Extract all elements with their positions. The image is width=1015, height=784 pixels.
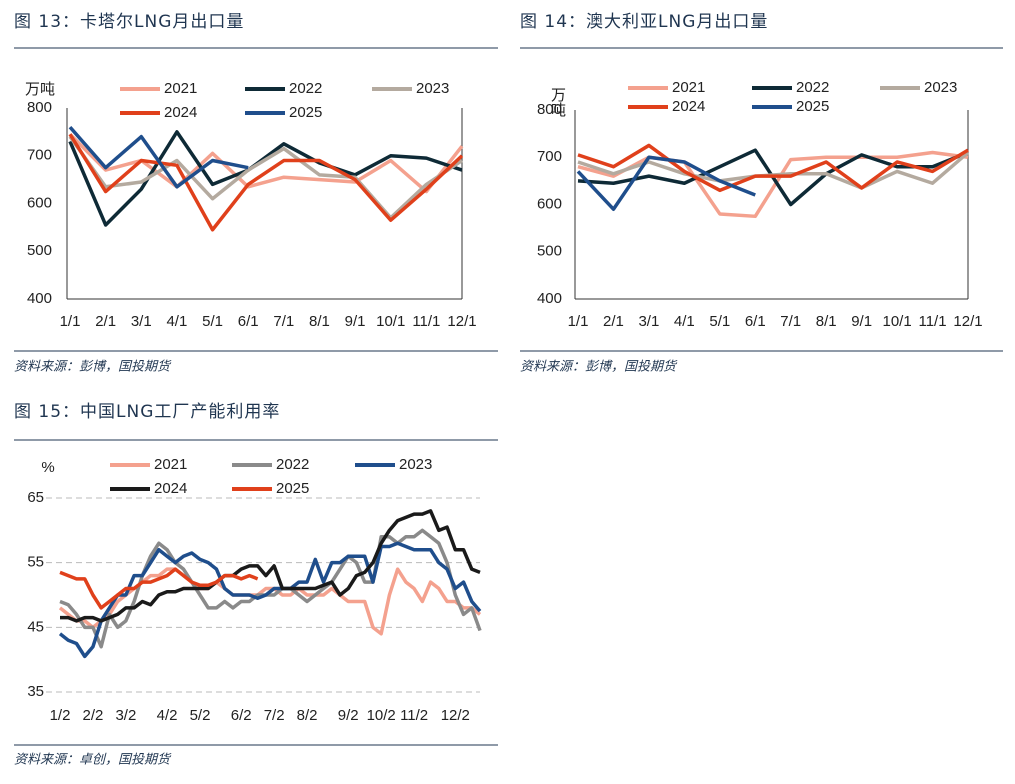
x-tick-label: 8/1 bbox=[816, 313, 837, 330]
series-line bbox=[577, 150, 969, 219]
x-tick-label: 7/1 bbox=[273, 313, 294, 330]
legend-label: 2021 bbox=[164, 80, 197, 97]
y-tick-label: 800 bbox=[27, 99, 52, 116]
legend-label: 2021 bbox=[672, 79, 705, 96]
x-tick-label: 8/2 bbox=[297, 707, 318, 724]
x-tick-label: 7/1 bbox=[780, 313, 801, 330]
series-line bbox=[59, 528, 482, 649]
series-line bbox=[58, 567, 482, 636]
x-tick-label: 4/1 bbox=[674, 313, 695, 330]
x-tick-label: 9/1 bbox=[345, 313, 366, 330]
series-line bbox=[60, 509, 481, 623]
y-axis-label: 万吨 bbox=[25, 81, 55, 98]
x-tick-label: 2/1 bbox=[603, 313, 624, 330]
y-tick-label: 65 bbox=[27, 489, 44, 506]
x-tick-label: 5/2 bbox=[190, 707, 211, 724]
x-tick-label: 6/2 bbox=[231, 707, 252, 724]
x-tick-label: 2/2 bbox=[83, 707, 104, 724]
series-line bbox=[68, 135, 463, 220]
legend-label: 2022 bbox=[796, 79, 829, 96]
source: 资料来源：卓创，国投期货 bbox=[14, 753, 172, 768]
series-line bbox=[59, 567, 259, 610]
x-tick-label: 7/2 bbox=[264, 707, 285, 724]
y-axis-label: 万吨 bbox=[549, 87, 566, 117]
chart-title: 图 15：中国LNG工厂产能利用率 bbox=[14, 402, 280, 422]
series-line bbox=[58, 541, 482, 659]
y-tick-label: 400 bbox=[537, 290, 562, 307]
series-line bbox=[68, 130, 463, 227]
y-tick-label: 800 bbox=[537, 101, 562, 118]
x-tick-label: 10/1 bbox=[376, 313, 405, 330]
source: 资料来源：彭博，国投期货 bbox=[520, 360, 678, 375]
series-line bbox=[68, 133, 464, 194]
x-tick-label: 12/1 bbox=[953, 313, 982, 330]
y-tick-label: 600 bbox=[27, 194, 52, 211]
source: 资料来源：彭博，国投期货 bbox=[14, 360, 172, 375]
y-tick-label: 35 bbox=[27, 683, 44, 700]
x-tick-label: 5/1 bbox=[709, 313, 730, 330]
legend-label: 2025 bbox=[289, 104, 322, 121]
legend-label: 2022 bbox=[276, 456, 309, 473]
x-tick-label: 5/1 bbox=[202, 313, 223, 330]
legend-label: 2024 bbox=[672, 98, 705, 115]
y-tick-label: 600 bbox=[537, 195, 562, 212]
x-tick-label: 1/1 bbox=[60, 313, 81, 330]
x-tick-label: 3/2 bbox=[115, 707, 136, 724]
x-tick-label: 9/2 bbox=[338, 707, 359, 724]
legend-label: 2022 bbox=[289, 80, 322, 97]
x-tick-label: 12/1 bbox=[447, 313, 476, 330]
series-line bbox=[68, 133, 464, 232]
legend-label: 2023 bbox=[399, 456, 432, 473]
x-tick-label: 8/1 bbox=[309, 313, 330, 330]
y-tick-label: 500 bbox=[537, 243, 562, 260]
x-tick-label: 11/1 bbox=[412, 313, 440, 330]
y-tick-label: 700 bbox=[537, 148, 562, 165]
x-tick-label: 12/2 bbox=[441, 707, 470, 724]
series-line bbox=[577, 143, 969, 193]
x-tick-label: 6/1 bbox=[238, 313, 259, 330]
y-tick-label: 700 bbox=[27, 147, 52, 164]
chart-title: 图 13：卡塔尔LNG月出口量 bbox=[14, 12, 244, 32]
x-tick-label: 11/1 bbox=[918, 313, 946, 330]
y-tick-label: 400 bbox=[27, 290, 52, 307]
x-tick-label: 3/1 bbox=[638, 313, 659, 330]
x-tick-label: 11/2 bbox=[400, 707, 428, 724]
x-tick-label: 9/1 bbox=[851, 313, 872, 330]
legend-label: 2025 bbox=[276, 480, 309, 497]
legend-label: 2024 bbox=[154, 480, 187, 497]
chart-title: 图 14：澳大利亚LNG月出口量 bbox=[520, 12, 768, 32]
y-axis-label: % bbox=[41, 459, 54, 476]
series-line bbox=[68, 125, 249, 189]
legend-label: 2021 bbox=[154, 456, 187, 473]
x-tick-label: 10/2 bbox=[367, 707, 396, 724]
series-line bbox=[577, 151, 970, 190]
legend-label: 2025 bbox=[796, 98, 829, 115]
x-tick-label: 6/1 bbox=[745, 313, 766, 330]
x-tick-label: 1/2 bbox=[50, 707, 71, 724]
x-tick-label: 10/1 bbox=[882, 313, 911, 330]
x-tick-label: 4/1 bbox=[166, 313, 187, 330]
y-tick-label: 55 bbox=[27, 554, 44, 571]
legend-label: 2023 bbox=[924, 79, 957, 96]
x-tick-label: 2/1 bbox=[95, 313, 116, 330]
x-tick-label: 3/1 bbox=[131, 313, 152, 330]
y-tick-label: 45 bbox=[27, 618, 44, 635]
legend-label: 2023 bbox=[416, 80, 449, 97]
x-tick-label: 1/1 bbox=[568, 313, 589, 330]
legend-label: 2024 bbox=[164, 104, 197, 121]
y-tick-label: 500 bbox=[27, 242, 52, 259]
x-tick-label: 4/2 bbox=[157, 707, 178, 724]
series-line bbox=[576, 155, 756, 211]
